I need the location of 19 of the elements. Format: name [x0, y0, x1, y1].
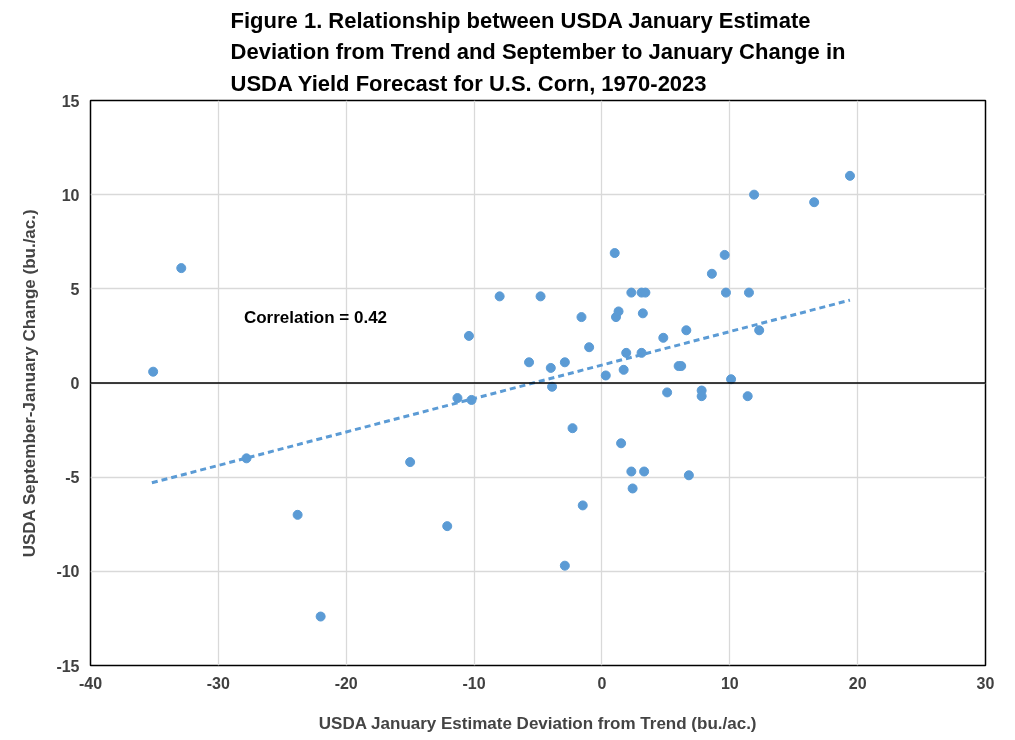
- y-tick-label: 0: [70, 375, 80, 392]
- y-tick-label: -15: [56, 657, 80, 675]
- x-tick-label: -30: [206, 674, 231, 692]
- x-tick-label: -20: [334, 674, 358, 692]
- y-tick-label: 15: [61, 92, 80, 110]
- y-axis-title: USDA September-January Change (bu./ac.): [20, 209, 40, 558]
- x-tick-label: 20: [848, 674, 867, 692]
- x-tick-label: 0: [597, 674, 607, 692]
- y-tick-label: -5: [65, 469, 80, 487]
- chart-title: Figure 1. Relationship between USDA January Estimate Deviation from Trend and September to January Change in USDA Yield Forecast for U.S. Corn, 1970-2023: [230, 8, 846, 96]
- x-tick-label: -40: [78, 674, 103, 692]
- x-tick-label: 10: [720, 674, 739, 692]
- x-axis-title: USDA January Estimate Deviation from Trend (bu./ac.): [318, 713, 757, 733]
- x-tick-label: 30: [976, 674, 995, 692]
- x-tick-label: -10: [462, 674, 486, 692]
- annotation: Correlation = 0.42: [243, 307, 388, 327]
- y-tick-label: -10: [56, 563, 80, 581]
- y-tick-label: 5: [70, 280, 80, 298]
- y-tick-label: 10: [61, 186, 80, 204]
